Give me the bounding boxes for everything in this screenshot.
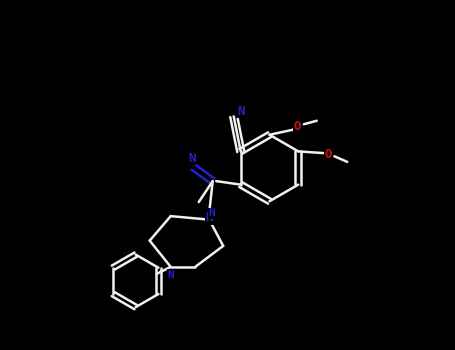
Text: N: N <box>209 208 215 218</box>
Text: N: N <box>206 211 213 224</box>
Text: N: N <box>237 105 244 118</box>
Text: N: N <box>188 152 196 165</box>
Text: O: O <box>294 119 301 133</box>
Text: O: O <box>324 148 332 161</box>
Text: N: N <box>167 270 174 280</box>
